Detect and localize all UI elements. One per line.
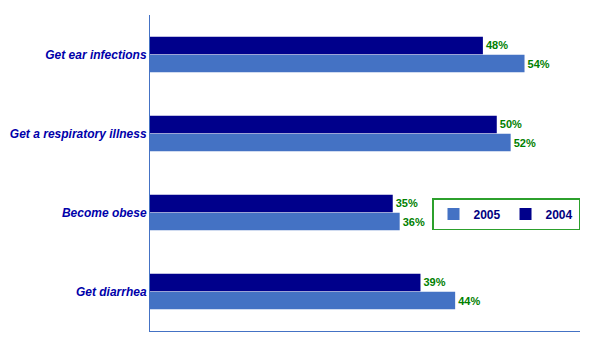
svg-text:Become obese: Become obese <box>62 206 147 220</box>
svg-text:44%: 44% <box>458 295 480 307</box>
svg-text:2005: 2005 <box>474 208 501 222</box>
svg-text:52%: 52% <box>514 137 536 149</box>
svg-text:Get diarrhea: Get diarrhea <box>76 285 147 299</box>
svg-text:39%: 39% <box>423 276 445 288</box>
svg-text:2004: 2004 <box>546 208 573 222</box>
svg-text:48%: 48% <box>486 39 508 51</box>
svg-text:Get a respiratory illness: Get a respiratory illness <box>10 127 147 141</box>
svg-text:54%: 54% <box>528 58 550 70</box>
svg-text:36%: 36% <box>403 216 425 228</box>
svg-text:Get ear infections: Get ear infections <box>45 48 147 62</box>
svg-text:50%: 50% <box>500 118 522 130</box>
svg-text:35%: 35% <box>396 197 418 209</box>
